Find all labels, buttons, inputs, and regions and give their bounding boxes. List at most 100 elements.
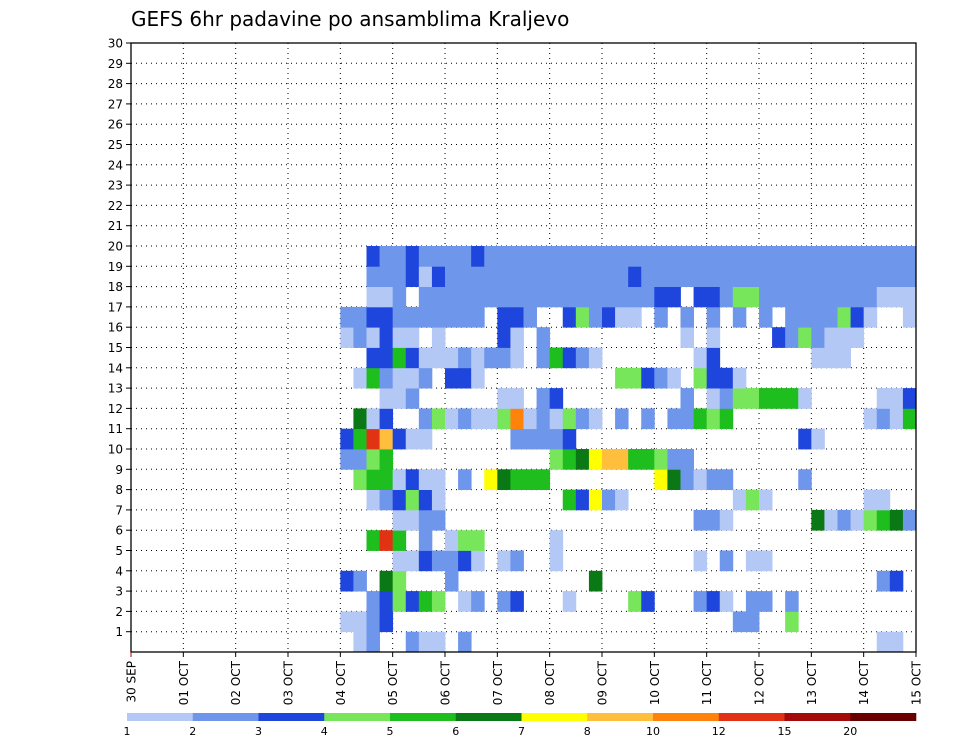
y-tick-label: 15 <box>108 341 123 355</box>
heatmap-cell <box>366 631 380 653</box>
heatmap-cell <box>445 286 459 308</box>
heatmap-cell <box>379 570 394 592</box>
heatmap-cell <box>366 367 380 389</box>
heatmap-cell <box>680 306 694 328</box>
heatmap-cell <box>366 306 380 328</box>
x-tick-label: 09 OCT <box>596 660 610 705</box>
heatmap-cell <box>575 408 590 430</box>
heatmap-cell <box>431 631 446 653</box>
cells <box>340 246 917 653</box>
legend-swatch <box>653 713 720 721</box>
heatmap-cell <box>641 266 655 287</box>
heatmap-cell <box>693 347 708 369</box>
heatmap-cell <box>379 469 394 490</box>
heatmap-cell <box>431 408 446 430</box>
legend-swatch <box>850 713 917 721</box>
heatmap-cell <box>693 469 708 490</box>
heatmap-cell <box>445 306 459 328</box>
legend-swatch <box>390 713 457 721</box>
heatmap-cell <box>863 266 878 287</box>
heatmap-cell <box>418 408 433 430</box>
heatmap-cell <box>510 550 524 572</box>
heatmap-cell <box>458 408 472 430</box>
heatmap-cell <box>575 489 590 511</box>
heatmap-cell <box>431 286 446 308</box>
heatmap-cell <box>798 286 812 308</box>
heatmap-cell <box>353 449 367 470</box>
heatmap-cell <box>615 306 629 328</box>
heatmap-cell <box>693 509 708 531</box>
heatmap-cell <box>484 469 498 490</box>
heatmap-cell <box>379 327 394 348</box>
heatmap-cell <box>536 266 551 287</box>
heatmap-cell <box>824 509 838 531</box>
heatmap-cell <box>497 286 511 308</box>
heatmap-cell <box>392 509 407 531</box>
heatmap-cell <box>431 509 446 531</box>
heatmap-cell <box>379 306 394 328</box>
heatmap-cell <box>471 591 485 612</box>
heatmap-cell <box>680 327 694 348</box>
heatmap-cell <box>719 266 734 287</box>
heatmap-cell <box>497 469 511 490</box>
heatmap-cell <box>824 286 838 308</box>
heatmap-cell <box>824 266 838 287</box>
heatmap-cell <box>405 246 420 267</box>
heatmap-cell <box>889 388 904 409</box>
heatmap-cell <box>693 408 708 430</box>
heatmap-cell <box>549 530 564 551</box>
heatmap-cell <box>654 449 668 470</box>
heatmap-cell <box>824 327 838 348</box>
heatmap-cell <box>510 347 524 369</box>
y-tick-label: 14 <box>108 361 123 375</box>
heatmap-cell <box>536 286 551 308</box>
heatmap-cell <box>445 550 459 572</box>
heatmap-cell <box>902 509 917 531</box>
heatmap-cell <box>706 367 721 389</box>
heatmap-cell <box>745 550 760 572</box>
heatmap-cell <box>811 509 825 531</box>
heatmap-cell <box>837 327 851 348</box>
heatmap-cell <box>458 286 472 308</box>
heatmap-cell <box>418 347 433 369</box>
legend-swatch <box>192 713 259 721</box>
heatmap-cell <box>418 428 433 450</box>
heatmap-cell <box>667 286 681 308</box>
heatmap-cell <box>745 591 760 612</box>
y-tick-label: 19 <box>108 260 123 274</box>
heatmap-cell <box>392 469 407 490</box>
heatmap-cell <box>353 367 367 389</box>
heatmap-cell <box>536 469 551 490</box>
heatmap-cell <box>353 428 367 450</box>
heatmap-cell <box>497 347 511 369</box>
heatmap-cell <box>759 550 773 572</box>
legend-label: 4 <box>321 725 328 738</box>
heatmap-cell <box>628 367 642 389</box>
heatmap-cell <box>588 306 603 328</box>
heatmap-cell <box>392 266 407 287</box>
heatmap-cell <box>562 591 577 612</box>
heatmap-cell <box>628 246 642 267</box>
y-tick-label: 11 <box>108 422 123 436</box>
legend-swatch <box>718 713 785 721</box>
heatmap-cell <box>536 408 551 430</box>
heatmap-cell <box>445 367 459 389</box>
heatmap-cell <box>523 469 537 490</box>
heatmap-cell <box>484 408 498 430</box>
heatmap-cell <box>785 591 799 612</box>
heatmap-cell <box>379 347 394 369</box>
heatmap-cell <box>615 266 629 287</box>
legend-label: 6 <box>452 725 459 738</box>
heatmap-cell <box>588 408 603 430</box>
heatmap-cell <box>719 509 734 531</box>
heatmap-cell <box>418 591 433 612</box>
heatmap-cell <box>615 246 629 267</box>
heatmap-cell <box>759 591 773 612</box>
heatmap-cell <box>680 246 694 267</box>
heatmap-cell <box>366 246 380 267</box>
heatmap-cell <box>353 631 367 653</box>
heatmap-cell <box>759 246 773 267</box>
heatmap-cell <box>772 286 786 308</box>
heatmap-cell <box>615 489 629 511</box>
